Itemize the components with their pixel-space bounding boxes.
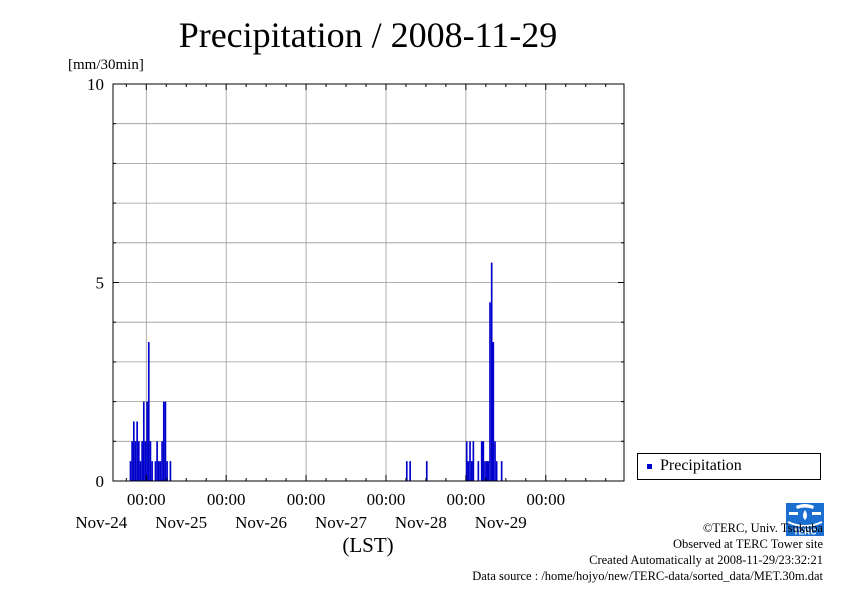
y-tick-label: 5 [96, 274, 105, 293]
x-tick-label-time: 00:00 [207, 490, 246, 509]
precipitation-bar [142, 401, 145, 481]
precipitation-bar [139, 461, 142, 481]
x-tick-label-day: Nov-27 [315, 513, 367, 532]
observed-text: Observed at TERC Tower site [672, 537, 823, 551]
precipitation-bar [136, 421, 138, 481]
credit-block: ©TERC, Univ. Tsukuba Observed at TERC To… [472, 520, 823, 584]
precipitation-bar [149, 441, 152, 481]
bar-layer [129, 262, 503, 481]
precipitation-bar [487, 461, 490, 481]
precipitation-bar [494, 441, 496, 481]
precipitation-bar [154, 461, 157, 481]
precipitation-bar [166, 461, 168, 481]
x-axis-label: (LST) [342, 533, 393, 557]
y-tick-label: 10 [87, 75, 104, 94]
precipitation-bar [164, 401, 167, 481]
precipitation-bar [465, 441, 468, 481]
precipitation-bar [492, 342, 495, 481]
terc-logo-icon: TERC [786, 503, 824, 536]
precipitation-bar [405, 461, 408, 481]
precipitation-bar [484, 461, 486, 481]
x-tick-label-time: 00:00 [367, 490, 406, 509]
precipitation-bar [141, 441, 143, 481]
chart-title: Precipitation / 2008-11-29 [178, 15, 558, 55]
precipitation-bar [129, 461, 132, 481]
precipitation-bar [132, 421, 135, 481]
precipitation-bar [137, 441, 140, 481]
x-tick-label-time: 00:00 [447, 490, 486, 509]
precipitation-bar [159, 461, 162, 481]
x-tick-label-time: 00:00 [526, 490, 565, 509]
precipitation-bar [489, 302, 491, 481]
x-tick-label-day: Nov-26 [235, 513, 287, 532]
precipitation-bar [146, 401, 148, 481]
x-tick-label-time: 00:00 [127, 490, 166, 509]
precipitation-bar [157, 461, 160, 481]
grid-layer [113, 84, 624, 481]
x-tick-label-day: Nov-29 [475, 513, 527, 532]
precipitation-bar [162, 401, 165, 481]
precipitation-bar [134, 441, 137, 481]
legend-swatch [647, 464, 652, 469]
x-tick-label-day: Nov-28 [395, 513, 447, 532]
precipitation-bar [480, 441, 483, 481]
precipitation-bar [472, 441, 475, 481]
precipitation-bar [409, 461, 411, 481]
precipitation-bar [495, 461, 498, 481]
precipitation-bar [151, 461, 153, 481]
precipitation-bar [161, 441, 163, 481]
x-tick-label-day: Nov-24 [75, 513, 127, 532]
precipitation-bar [467, 461, 470, 481]
precipitation-bar [469, 441, 471, 481]
precipitation-bar [131, 441, 133, 481]
tick-layer [113, 83, 624, 482]
y-tick-label: 0 [96, 472, 105, 491]
precipitation-bar [147, 342, 150, 481]
precipitation-bar [490, 262, 493, 481]
legend-label: Precipitation [660, 457, 742, 474]
copyright-text: ©TERC, Univ. Tsukuba [702, 521, 823, 535]
precipitation-bar [144, 441, 147, 481]
precipitation-bar [169, 461, 172, 481]
y-axis-unit-label: [mm/30min] [68, 57, 144, 73]
svg-text:TERC: TERC [793, 527, 816, 537]
precipitation-bar [482, 441, 485, 481]
created-text: Created Automatically at 2008-11-29/23:3… [589, 553, 823, 567]
precipitation-bar [425, 461, 428, 481]
x-tick-label-time: 00:00 [287, 490, 326, 509]
precipitation-bar [485, 461, 488, 481]
legend: Precipitation [637, 453, 821, 480]
axis-label-layer: 00:00Nov-2400:00Nov-2500:00Nov-2600:00No… [75, 75, 565, 557]
x-tick-label-day: Nov-25 [155, 513, 207, 532]
precipitation-bar [500, 461, 503, 481]
source-text: Data source : /home/hojyo/new/TERC-data/… [472, 569, 823, 583]
precipitation-bar [477, 461, 480, 481]
precipitation-bar [470, 461, 473, 481]
precipitation-bar [156, 441, 158, 481]
